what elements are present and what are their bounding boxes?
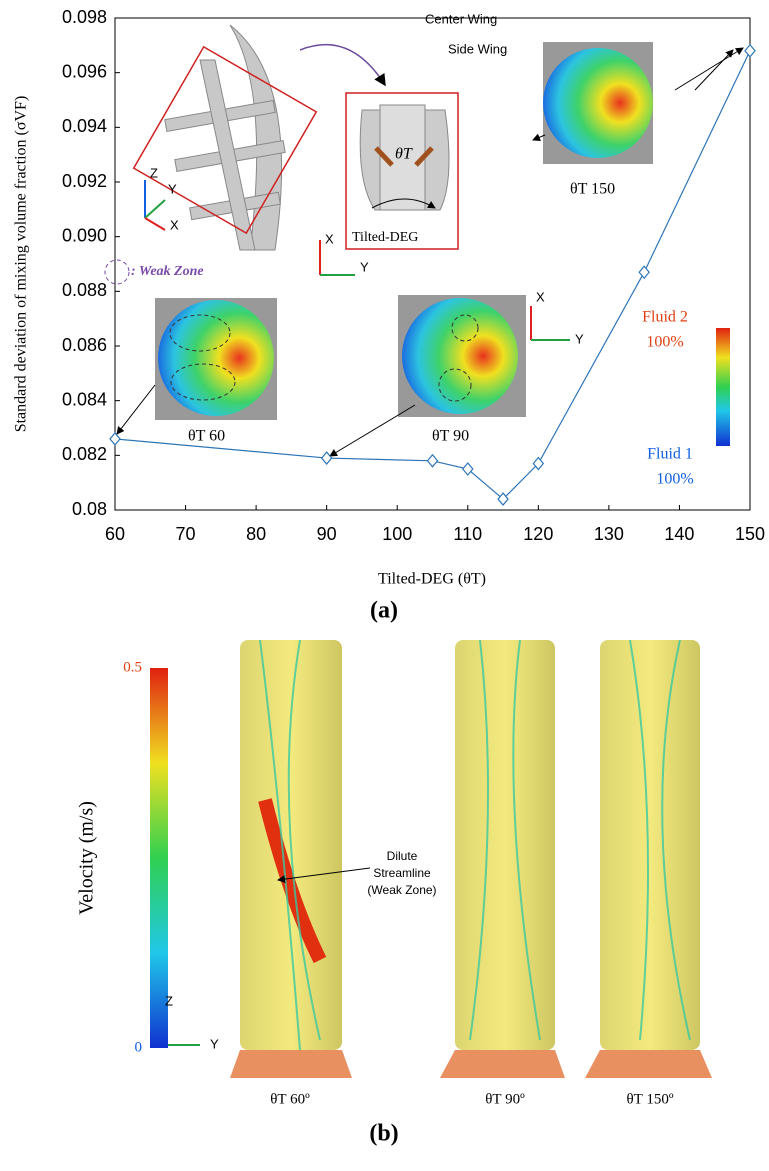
axis-icon-label: Y <box>360 259 369 274</box>
streamline-renders <box>230 640 712 1078</box>
y-tick-label: 0.08 <box>72 499 107 519</box>
zoom-arrow <box>300 45 385 85</box>
point <box>428 455 438 467</box>
panel-label: (b) <box>369 1121 398 1147</box>
x-tick-label: 110 <box>453 524 482 544</box>
x-tick-label: 80 <box>246 524 266 544</box>
inset-60-field <box>158 300 274 416</box>
colorbar-label: Velocity (m/s) <box>76 801 98 915</box>
y-axis-label: Standard deviation of mixing volume frac… <box>13 96 30 433</box>
y-tick-label: 0.088 <box>62 280 107 300</box>
x-tick-label: 60 <box>105 524 125 544</box>
annotation: Tilted-DEG <box>352 230 418 245</box>
point <box>639 266 649 278</box>
point <box>745 45 755 57</box>
x-tick-label: 150 <box>735 524 765 544</box>
x-tick-label: 120 <box>523 524 553 544</box>
annotation: Side Wing <box>448 41 507 56</box>
axis-icon-label: Y <box>575 331 584 346</box>
annotation: : Weak Zone <box>131 264 204 279</box>
inset-90-field <box>402 298 518 414</box>
annotation: Fluid 1 <box>647 446 693 463</box>
axis-icon-label: Y <box>168 181 177 196</box>
point <box>110 433 120 445</box>
axis-icon-label: X <box>536 289 545 304</box>
x-tick-label: 70 <box>176 524 196 544</box>
panel-label: (a) <box>370 598 398 624</box>
annotation: θT <box>395 146 413 163</box>
y-tick-label: 0.094 <box>62 116 107 136</box>
y-tick-label: 0.086 <box>62 335 107 355</box>
point <box>322 452 332 464</box>
y-tick-label: 0.084 <box>62 389 107 409</box>
axis-icon-label: Y <box>210 1036 219 1051</box>
axis-icon-label: X <box>170 217 179 232</box>
note: Streamline <box>373 866 431 880</box>
annotation: 100% <box>646 334 683 351</box>
annotation: 100% <box>656 471 693 488</box>
x-axis-label: Tilted-DEG (θT) <box>378 571 486 588</box>
annotation: θT 60 <box>188 428 225 445</box>
x-tick-label: 140 <box>664 524 694 544</box>
x-tick-label: 90 <box>317 524 337 544</box>
axis-icon-label: X <box>325 231 334 246</box>
figure: Center Wing Side Wing θT Tilted-DEG : We… <box>0 0 769 1171</box>
y-tick-label: 0.096 <box>62 61 107 81</box>
colorbar-tick-label: 0 <box>135 1039 143 1055</box>
note: Dilute <box>387 849 418 863</box>
inset-150-field <box>543 48 653 158</box>
annotation: Fluid 2 <box>642 309 688 326</box>
annotation: Center Wing <box>425 11 497 26</box>
y-tick-label: 0.090 <box>62 225 107 245</box>
vf-colorbar <box>716 328 730 446</box>
axis-icon-label: Z <box>165 993 173 1008</box>
y-tick-label: 0.098 <box>62 7 107 27</box>
x-tick-label: 130 <box>594 524 624 544</box>
annotation: θT 150 <box>570 181 615 198</box>
colorbar-tick-label: 0.5 <box>123 659 142 675</box>
y-tick-label: 0.082 <box>62 444 107 464</box>
point <box>463 463 473 475</box>
axis-icon-label: Z <box>150 165 158 180</box>
annotation: θT 90 <box>432 428 469 445</box>
velocity-colorbar <box>150 668 168 1048</box>
y-tick-label: 0.092 <box>62 171 107 191</box>
case-label: θT 60º <box>270 1091 310 1107</box>
note: (Weak Zone) <box>367 883 436 897</box>
case-label: θT 90º <box>485 1091 525 1107</box>
x-tick-label: 100 <box>382 524 412 544</box>
case-label: θT 150º <box>627 1091 674 1107</box>
